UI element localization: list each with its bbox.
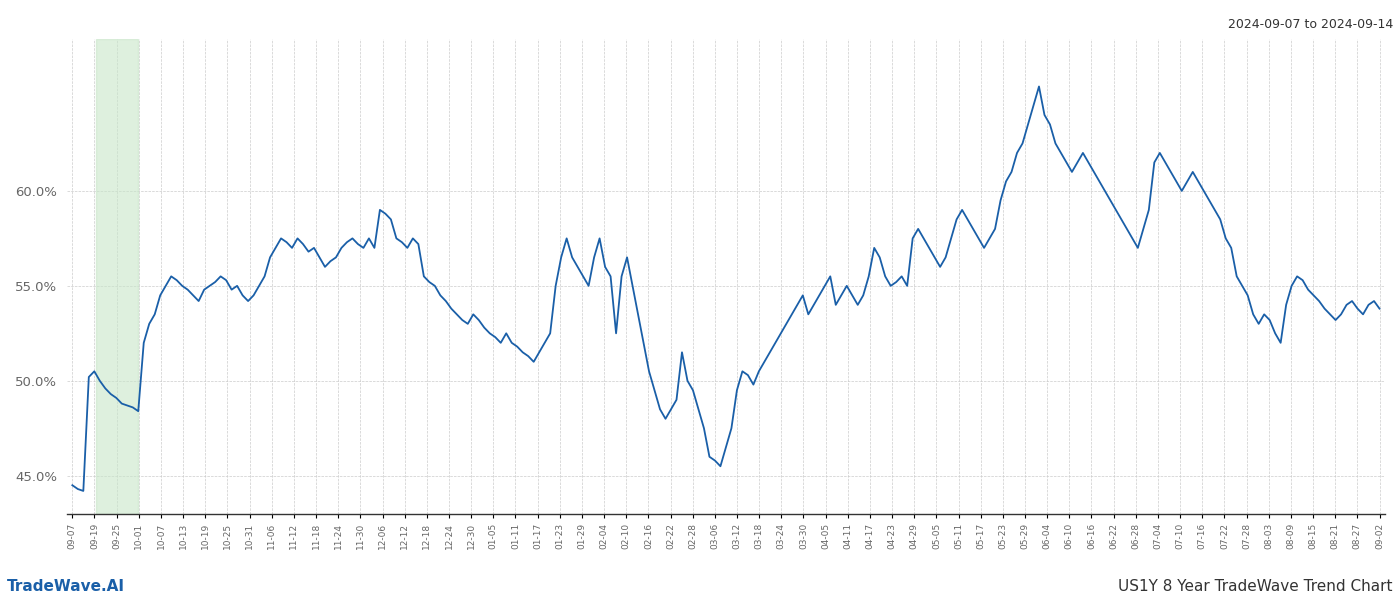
Text: TradeWave.AI: TradeWave.AI — [7, 579, 125, 594]
Bar — [95, 39, 137, 514]
Text: 2024-09-07 to 2024-09-14: 2024-09-07 to 2024-09-14 — [1228, 18, 1393, 31]
Text: US1Y 8 Year TradeWave Trend Chart: US1Y 8 Year TradeWave Trend Chart — [1119, 579, 1393, 594]
